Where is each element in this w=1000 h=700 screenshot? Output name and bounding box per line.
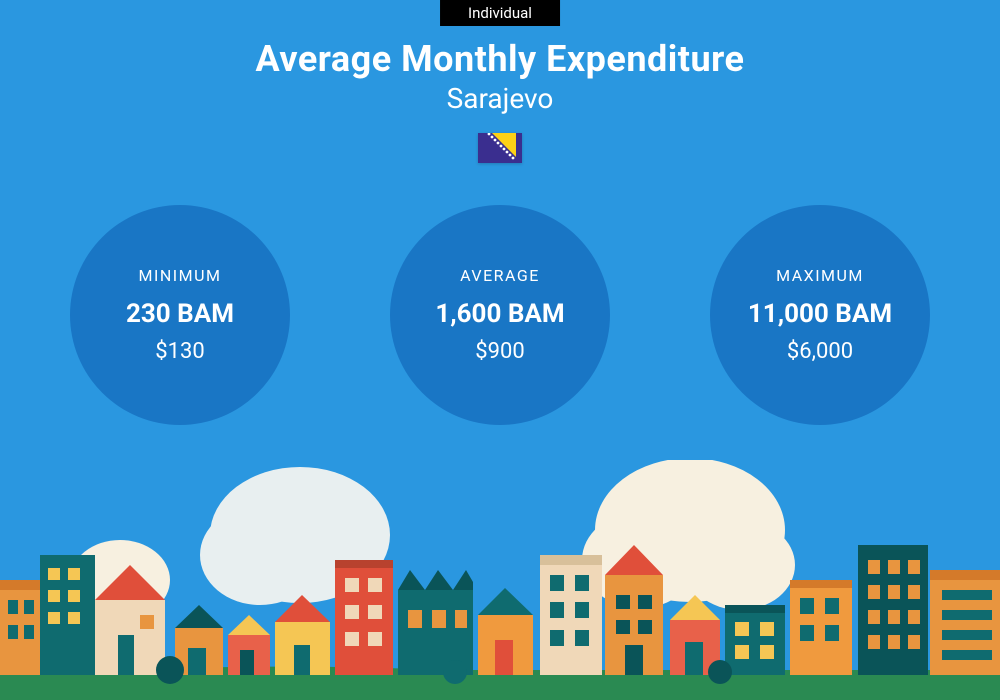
stat-value: 1,600 BAM (435, 299, 564, 329)
stat-value: 230 BAM (126, 299, 234, 329)
page-title: Average Monthly Expenditure (0, 38, 1000, 80)
category-badge: Individual (440, 0, 560, 26)
stat-label: MAXIMUM (776, 266, 864, 285)
stat-label: AVERAGE (460, 266, 540, 285)
stat-usd: $900 (475, 339, 524, 364)
stats-row: MINIMUM 230 BAM $130 AVERAGE 1,600 BAM $… (0, 205, 1000, 425)
stat-usd: $130 (155, 339, 204, 364)
stat-usd: $6,000 (787, 339, 853, 364)
stat-label: MINIMUM (139, 266, 222, 285)
stat-circle-maximum: MAXIMUM 11,000 BAM $6,000 (710, 205, 930, 425)
city-name: Sarajevo (0, 82, 1000, 115)
cityscape-illustration (0, 460, 1000, 700)
stat-value: 11,000 BAM (748, 299, 892, 329)
stat-circle-average: AVERAGE 1,600 BAM $900 (390, 205, 610, 425)
stat-circle-minimum: MINIMUM 230 BAM $130 (70, 205, 290, 425)
badge-text: Individual (468, 4, 532, 22)
country-flag-icon (478, 133, 522, 163)
